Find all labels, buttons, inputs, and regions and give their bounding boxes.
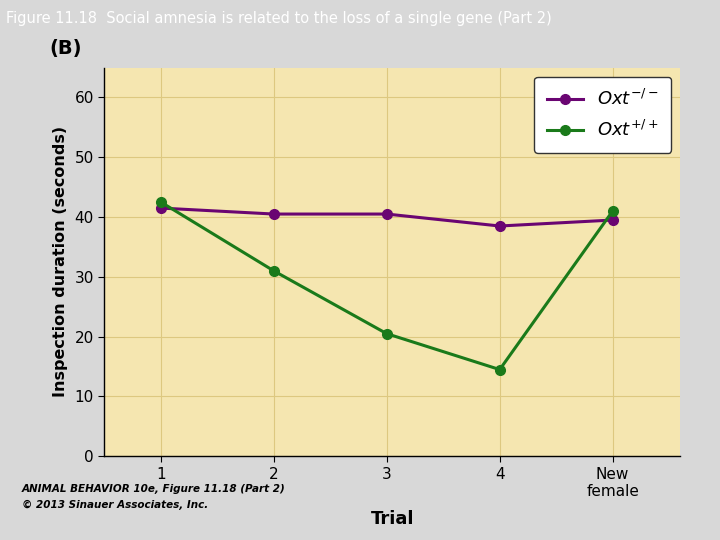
Text: (B): (B) bbox=[50, 39, 82, 58]
Text: ANIMAL BEHAVIOR 10e, Figure 11.18 (Part 2): ANIMAL BEHAVIOR 10e, Figure 11.18 (Part … bbox=[22, 484, 285, 494]
Text: © 2013 Sinauer Associates, Inc.: © 2013 Sinauer Associates, Inc. bbox=[22, 500, 208, 510]
Y-axis label: Inspection duration (seconds): Inspection duration (seconds) bbox=[53, 126, 68, 397]
Legend: $\mathit{Oxt}^{-/-}$, $\mathit{Oxt}^{+/+}$: $\mathit{Oxt}^{-/-}$, $\mathit{Oxt}^{+/+… bbox=[534, 77, 671, 153]
Text: Figure 11.18  Social amnesia is related to the loss of a single gene (Part 2): Figure 11.18 Social amnesia is related t… bbox=[6, 11, 552, 26]
X-axis label: Trial: Trial bbox=[371, 510, 414, 528]
